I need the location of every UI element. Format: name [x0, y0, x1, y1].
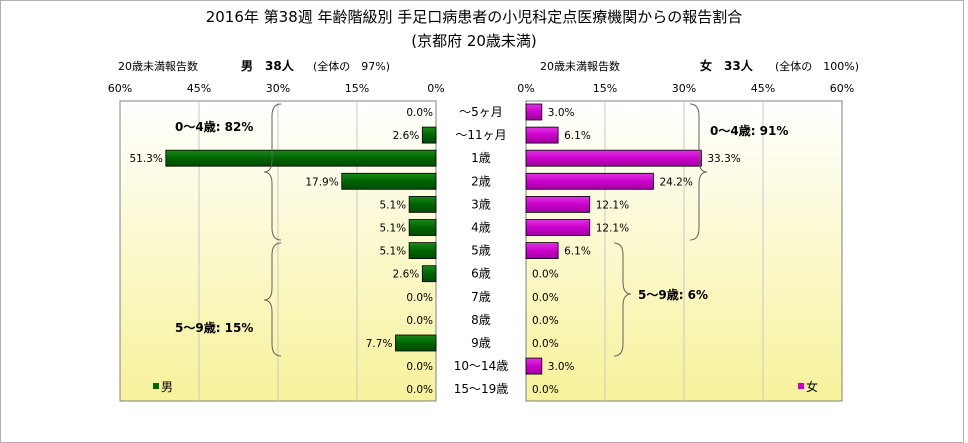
- female-bar-value-label: 3.0%: [548, 107, 575, 119]
- female-0-4-brace: [689, 103, 708, 241]
- category-label: 15〜19歳: [454, 382, 509, 396]
- male-bar-value-label: 5.1%: [379, 246, 406, 258]
- male-bar-value-label: 5.1%: [379, 199, 406, 211]
- male-bar-value-label: 0.0%: [406, 315, 433, 327]
- female-5-9-annotation: 5〜9歳: 6%: [638, 287, 708, 302]
- male-bar: [408, 242, 437, 260]
- female-axis-tick-label: 15%: [593, 82, 617, 95]
- male-0-4-brace: [263, 103, 282, 241]
- category-label: 2歳: [471, 174, 491, 188]
- category-label: 〜5ヶ月: [459, 105, 503, 119]
- female-bar-value-label: 6.1%: [564, 130, 591, 142]
- category-label: 5歳: [471, 244, 491, 258]
- female-header-share: (全体の 100%): [775, 59, 859, 73]
- female-bar-value-label: 0.0%: [532, 315, 559, 327]
- male-axis-tick-label: 15%: [345, 82, 369, 95]
- female-bar: [525, 357, 543, 375]
- male-bar-value-label: 7.7%: [366, 338, 393, 350]
- male-bar-value-label: 5.1%: [379, 223, 406, 235]
- female-bar: [525, 242, 559, 260]
- category-label: 3歳: [471, 197, 491, 211]
- category-label: 7歳: [471, 290, 491, 304]
- male-5-9-brace: [263, 242, 282, 357]
- male-axis-tick-label: 60%: [108, 82, 132, 95]
- category-label: 6歳: [471, 267, 491, 281]
- male-bar-value-label: 2.6%: [393, 130, 420, 142]
- female-bar: [525, 172, 654, 190]
- male-header-count-label: 20歳未満報告数: [118, 60, 198, 73]
- category-label: 10〜14歳: [454, 359, 509, 373]
- male-bar: [395, 334, 437, 352]
- category-label: 8歳: [471, 313, 491, 327]
- female-0-4-annotation: 0〜4歳: 91%: [710, 123, 788, 138]
- female-axis-tick-label: 45%: [751, 82, 775, 95]
- male-bar: [165, 149, 437, 167]
- male-bar-value-label: 51.3%: [129, 153, 162, 165]
- male-header-total: 男 38人: [241, 58, 295, 73]
- male-bar: [341, 172, 437, 190]
- female-bar: [525, 126, 559, 144]
- female-bar-value-label: 3.0%: [548, 361, 575, 373]
- category-label: 9歳: [471, 336, 491, 350]
- male-0-4-annotation: 0〜4歳: 82%: [175, 119, 253, 134]
- female-bar-value-label: 0.0%: [532, 292, 559, 304]
- male-bar-value-label: 17.9%: [305, 176, 338, 188]
- female-bar-value-label: 0.0%: [532, 384, 559, 396]
- male-legend-swatch: [153, 383, 159, 389]
- female-bar-value-label: 0.0%: [532, 338, 559, 350]
- female-5-9-brace: [613, 242, 632, 357]
- male-bar-value-label: 0.0%: [406, 292, 433, 304]
- category-label: 〜11ヶ月: [455, 128, 506, 142]
- female-legend-swatch: [798, 383, 804, 389]
- male-bar: [408, 219, 437, 236]
- male-bar-value-label: 2.6%: [393, 269, 420, 281]
- female-axis-tick-label: 0%: [517, 82, 534, 95]
- female-bar-value-label: 0.0%: [532, 269, 559, 281]
- female-bar: [525, 219, 591, 236]
- chart-subtitle: (京都府 20歳未満): [411, 32, 537, 50]
- male-axis-tick-label: 0%: [427, 82, 444, 95]
- female-header-total: 女 33人: [700, 58, 754, 73]
- male-bar-value-label: 0.0%: [406, 107, 433, 119]
- category-label: 4歳: [471, 221, 491, 235]
- chart-title: 2016年 第38週 年齢階級別 手足口病患者の小児科定点医療機関からの報告割合: [206, 8, 743, 26]
- female-bar: [525, 149, 702, 167]
- female-header-count-label: 20歳未満報告数: [540, 60, 620, 73]
- male-legend-label: 男: [161, 380, 173, 394]
- female-bar-value-label: 12.1%: [596, 223, 629, 235]
- male-bar: [421, 126, 437, 144]
- female-legend-label: 女: [806, 379, 818, 394]
- male-bar-value-label: 0.0%: [406, 384, 433, 396]
- male-axis-tick-label: 30%: [266, 82, 290, 95]
- female-axis-tick-label: 30%: [672, 82, 696, 95]
- female-bar: [525, 103, 543, 121]
- female-bar: [525, 195, 591, 213]
- female-bar-value-label: 6.1%: [564, 246, 591, 258]
- female-axis-tick-label: 60%: [830, 82, 854, 95]
- female-bar-value-label: 12.1%: [596, 199, 629, 211]
- male-axis-tick-label: 45%: [187, 82, 211, 95]
- female-bar-value-label: 24.2%: [659, 176, 692, 188]
- female-bar-value-label: 33.3%: [707, 153, 740, 165]
- category-label: 1歳: [471, 151, 491, 165]
- male-bar: [408, 195, 437, 213]
- male-5-9-annotation: 5〜9歳: 15%: [175, 320, 253, 335]
- annotation-braces: [263, 103, 708, 357]
- male-bar-value-label: 0.0%: [406, 361, 433, 373]
- male-header-share: (全体の 97%): [313, 59, 390, 73]
- male-bar: [421, 265, 437, 283]
